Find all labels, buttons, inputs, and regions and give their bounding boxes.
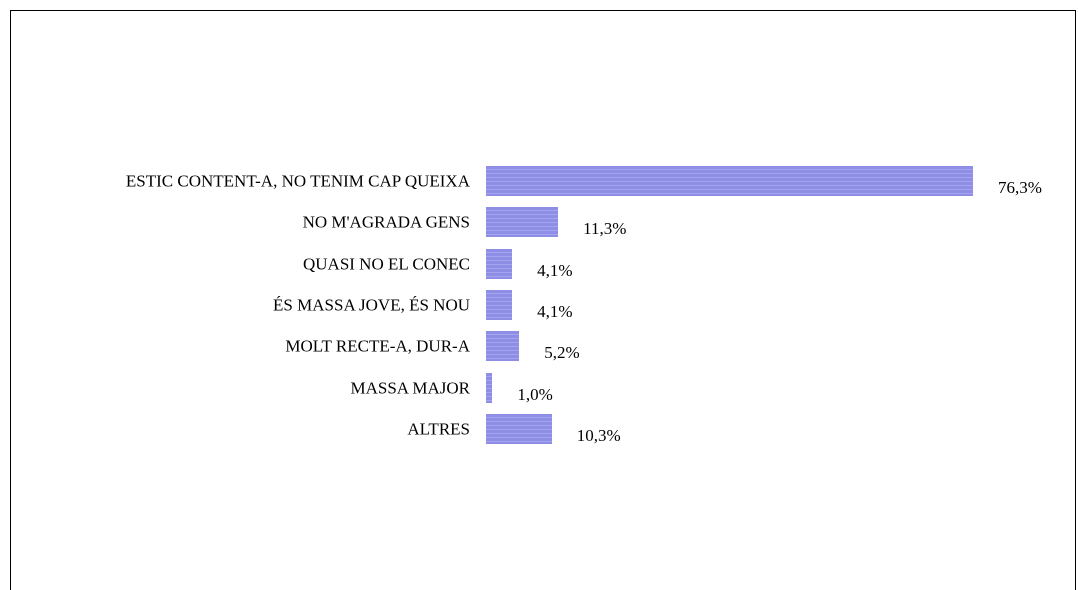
bar: [486, 248, 513, 279]
category-label: QUASI NO EL CONEC: [10, 255, 470, 272]
category-label: ESTIC CONTENT-A, NO TENIM CAP QUEIXA: [10, 173, 470, 190]
bar: [486, 372, 493, 403]
bar: [486, 331, 520, 362]
bar: [486, 289, 513, 320]
category-label: ÉS MASSA JOVE, ÉS NOU: [10, 296, 470, 313]
category-text: MASSA MAJOR: [350, 378, 470, 397]
value-label: 11,3%: [583, 219, 627, 239]
value-label: 10,3%: [576, 425, 621, 445]
category-label: ALTRES: [10, 420, 470, 437]
category-text: NO M'AGRADA GENS: [302, 212, 470, 232]
chart-frame: [10, 10, 1076, 590]
category-label: MASSA MAJOR: [10, 379, 470, 396]
category-label: MOLT RECTE-A, DUR-A: [10, 338, 470, 355]
value-label: 4,1%: [537, 301, 573, 321]
value-label: 5,2%: [544, 343, 580, 363]
category-text: MOLT RECTE-A, DUR-A: [285, 336, 470, 356]
value-label: 4,1%: [537, 260, 573, 280]
category-text: ESTIC CONTENT-A, NO TENIM CAP QUEIXA: [125, 171, 470, 191]
category-text: ÉS MASSA JOVE, ÉS NOU: [273, 295, 470, 315]
category-text: ALTRES: [407, 419, 470, 439]
bar: [486, 166, 973, 196]
bar: [486, 413, 552, 444]
bar: [486, 207, 559, 238]
value-label: 76,3%: [998, 178, 1042, 197]
category-text: QUASI NO EL CONEC: [302, 254, 470, 274]
value-label: 1,0%: [517, 384, 553, 404]
category-label: NO M'AGRADA GENS: [10, 214, 470, 231]
